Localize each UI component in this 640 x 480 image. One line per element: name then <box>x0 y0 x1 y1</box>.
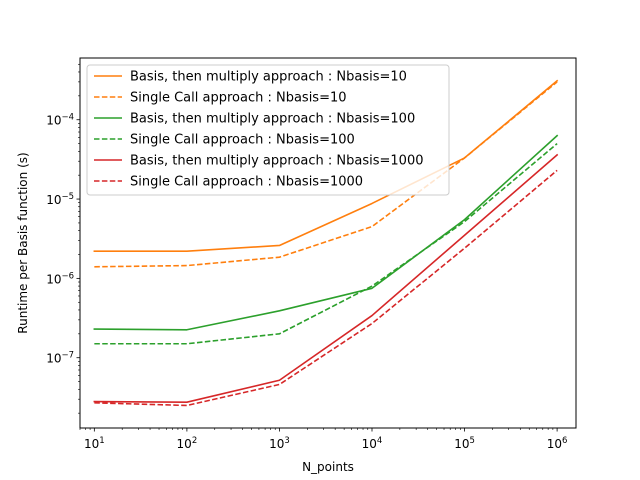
series-line-5 <box>93 153 559 403</box>
x-tick-label: 106 <box>547 436 568 451</box>
series-layer <box>93 79 559 407</box>
legend-label-6: Single Call approach : Nbasis=1000 <box>130 175 363 190</box>
legend-label-2: Single Call approach : Nbasis=10 <box>130 91 347 106</box>
legend: Basis, then multiply approach : Nbasis=1… <box>86 64 450 196</box>
y-tick-label: 10−4 <box>46 113 74 128</box>
legend-label-4: Single Call approach : Nbasis=100 <box>130 133 355 148</box>
series-line-6 <box>94 169 558 407</box>
y-tick-label: 10−7 <box>46 351 74 366</box>
x-tick-label: 103 <box>269 436 290 451</box>
x-tick-label: 105 <box>454 436 475 451</box>
y-tick-label: 10−6 <box>46 271 74 286</box>
plot-frame <box>79 57 577 429</box>
x-tick-label: 104 <box>362 436 383 451</box>
x-tick-label: 102 <box>177 436 198 451</box>
y-tick-label: 10−5 <box>46 192 74 207</box>
y-axis-label: Runtime per Basis function (s) <box>16 152 30 333</box>
legend-frame <box>86 64 450 196</box>
series-line-3 <box>93 134 559 331</box>
series-line-1 <box>93 79 559 253</box>
y-axis-ticks: 10−7 10−6 10−5 10−4 <box>46 63 80 414</box>
x-axis-label: N_points <box>302 460 354 474</box>
legend-label-3: Basis, then multiply approach : Nbasis=1… <box>130 112 415 127</box>
x-axis-ticks: 101 102 103 104 105 106 <box>79 428 568 451</box>
series-line-2 <box>94 81 558 268</box>
series-line-4 <box>94 142 558 345</box>
legend-label-1: Basis, then multiply approach : Nbasis=1… <box>130 70 407 85</box>
x-tick-label: 101 <box>84 436 105 451</box>
legend-items: Basis, then multiply approach : Nbasis=1… <box>94 70 423 190</box>
legend-label-5: Basis, then multiply approach : Nbasis=1… <box>130 154 423 169</box>
